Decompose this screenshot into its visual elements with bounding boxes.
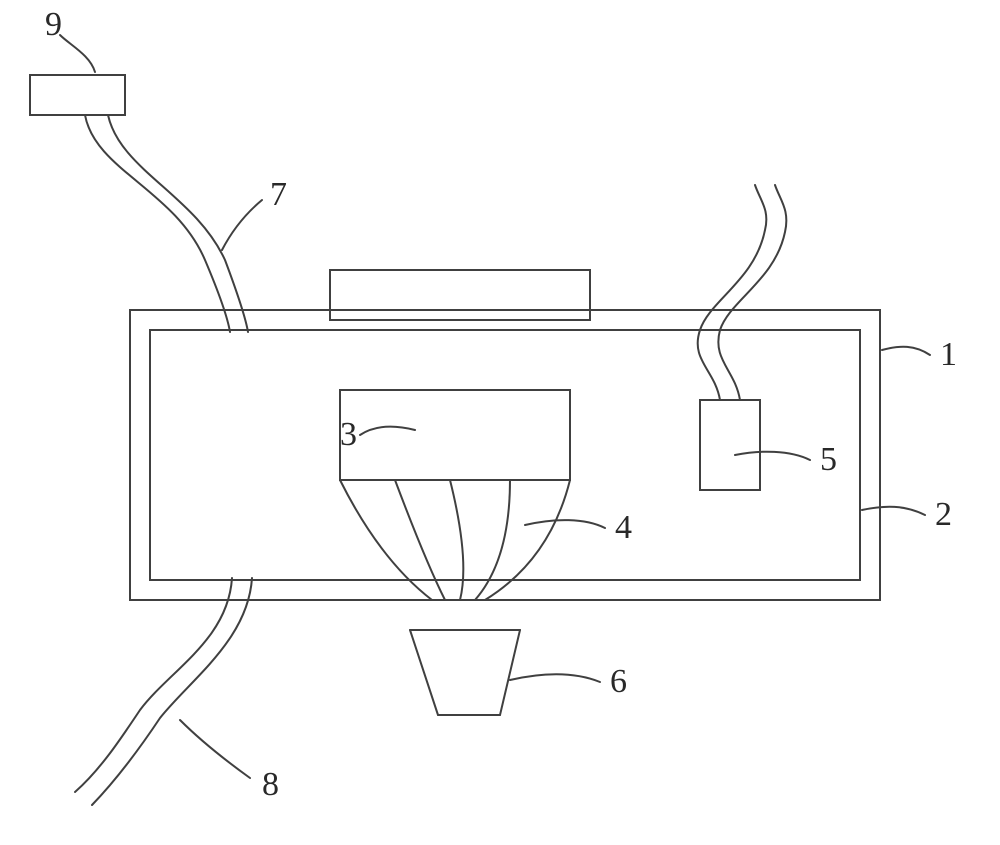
label-1: 1: [940, 336, 957, 373]
top-lid: [330, 270, 590, 320]
label-3: 3: [340, 416, 357, 453]
funnel-vane-2: [450, 480, 463, 600]
tube-right-upper-b: [720, 185, 786, 330]
leader-l1: [882, 347, 930, 355]
label-8: 8: [262, 766, 279, 803]
label-4: 4: [615, 509, 632, 546]
funnel-vane-1: [395, 480, 445, 600]
external-module: [30, 75, 125, 115]
tube-top-left-a: [85, 115, 230, 332]
leader-l9: [60, 35, 95, 72]
inner-housing: [150, 330, 860, 580]
label-7: 7: [270, 176, 287, 213]
label-6: 6: [610, 663, 627, 700]
label-5: 5: [820, 441, 837, 478]
label-9: 9: [45, 6, 62, 43]
cup-right: [500, 630, 520, 715]
tube-right-lower-a: [698, 330, 720, 400]
funnel-vane-3: [475, 480, 510, 600]
leader-l4: [525, 520, 605, 528]
tube-top-left-b: [108, 115, 248, 332]
label-2: 2: [935, 496, 952, 533]
center-block: [340, 390, 570, 480]
leader-l5: [735, 452, 810, 460]
inner-right-block: [700, 400, 760, 490]
cup-left: [410, 630, 438, 715]
tube-bottom-left-a: [75, 578, 232, 792]
leader-l2: [862, 507, 925, 515]
leader-l6: [510, 674, 600, 682]
leader-l7: [222, 200, 262, 250]
tube-right-lower-b: [718, 330, 740, 400]
tube-bottom-left-b: [92, 578, 252, 805]
leader-l3: [360, 427, 415, 435]
funnel-right-edge: [485, 480, 570, 600]
leader-l8: [180, 720, 250, 778]
outer-housing: [130, 310, 880, 600]
